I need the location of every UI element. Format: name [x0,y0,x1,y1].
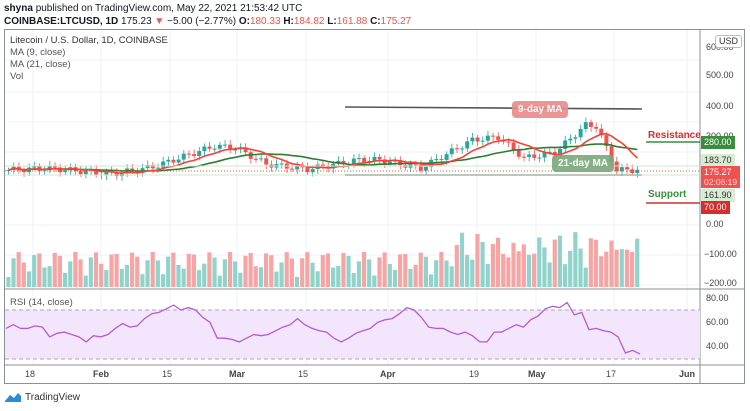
ma21-callout: 21-day MA [552,155,615,172]
rsi-axis-60: 60.00 [706,317,729,327]
time-axis-label: Feb [93,369,110,379]
tradingview-label: TradingView [25,391,81,403]
rsi-legend[interactable]: RSI (14, close) [10,297,73,308]
rsi-axis-40: 40.00 [706,341,729,351]
time-axis-label: 15 [162,369,173,379]
time-axis-label: 15 [298,369,309,379]
price-axis-500: 500.00 [706,70,734,80]
rsi-axis-80: 80.00 [706,293,729,303]
bar-countdown: 02:06:19 [704,177,738,187]
high-value: 184.82 [293,16,325,27]
chart-frame[interactable] [4,29,745,384]
close-value: 175.27 [380,16,412,27]
close-label: C: [370,16,381,27]
published-text: published on TradingView.com, May 22, 20… [35,3,303,14]
volume-axis-0: 0.00 [706,219,724,229]
tradingview-logo-icon [5,393,21,402]
time-axis-label: Apr [380,369,396,379]
resistance-annotation: Resistance [648,130,701,141]
open-label: O: [238,16,250,27]
ma21-price-tag: 161.90 [701,189,735,202]
currency-badge[interactable]: USD [715,35,743,48]
legend-ma21[interactable]: MA (21, close) [10,59,71,70]
time-axis-label: 18 [25,369,36,379]
legend-ma9[interactable]: MA (9, close) [10,47,66,58]
chart-legend: Litecoin / U.S. Dollar, 1D, COINBASE MA … [10,35,168,83]
down-arrow-icon: ▼ [154,16,165,27]
price-axis-400: 400.00 [706,101,734,111]
publish-info: shyna published on TradingView.com, May … [4,3,302,14]
publisher-name: shyna [4,3,33,14]
open-value: 180.33 [249,16,281,27]
legend-title: Litecoin / U.S. Dollar, 1D, COINBASE [10,35,168,46]
time-axis-label: 19 [469,369,480,379]
low-label: L: [327,16,337,27]
last-price-tag-value: 175.27 [704,167,732,177]
time-axis-label: May [528,369,546,379]
ma9-price-tag: 183.70 [701,154,735,167]
high-label: H: [283,16,294,27]
support-annotation: Support [648,189,687,200]
resistance-price-tag: 280.00 [701,136,735,149]
volume-axis-neg200: −200.00 [704,278,737,288]
time-axis-label: 17 [606,369,617,379]
last-price: 175.23 [121,16,152,27]
low-value: 161.88 [336,16,368,27]
support-price-tag: 70.00 [701,201,730,214]
volume-axis-neg100: −100.00 [704,249,737,259]
price-change: −5.00 (−2.77%) [167,16,237,27]
time-axis-label: Mar [229,369,246,379]
last-price-tag: 175.27 02:06:19 [701,166,741,188]
tradingview-branding[interactable]: TradingView [4,391,80,403]
symbol-info-bar: COINBASE:LTCUSD, 1D 175.23 ▼ −5.00 (−2.7… [4,16,411,27]
ma9-callout: 9-day MA [512,101,569,118]
symbol: COINBASE:LTCUSD, 1D [4,16,119,27]
legend-vol[interactable]: Vol [10,71,24,82]
time-axis-label: Jun [679,369,696,379]
